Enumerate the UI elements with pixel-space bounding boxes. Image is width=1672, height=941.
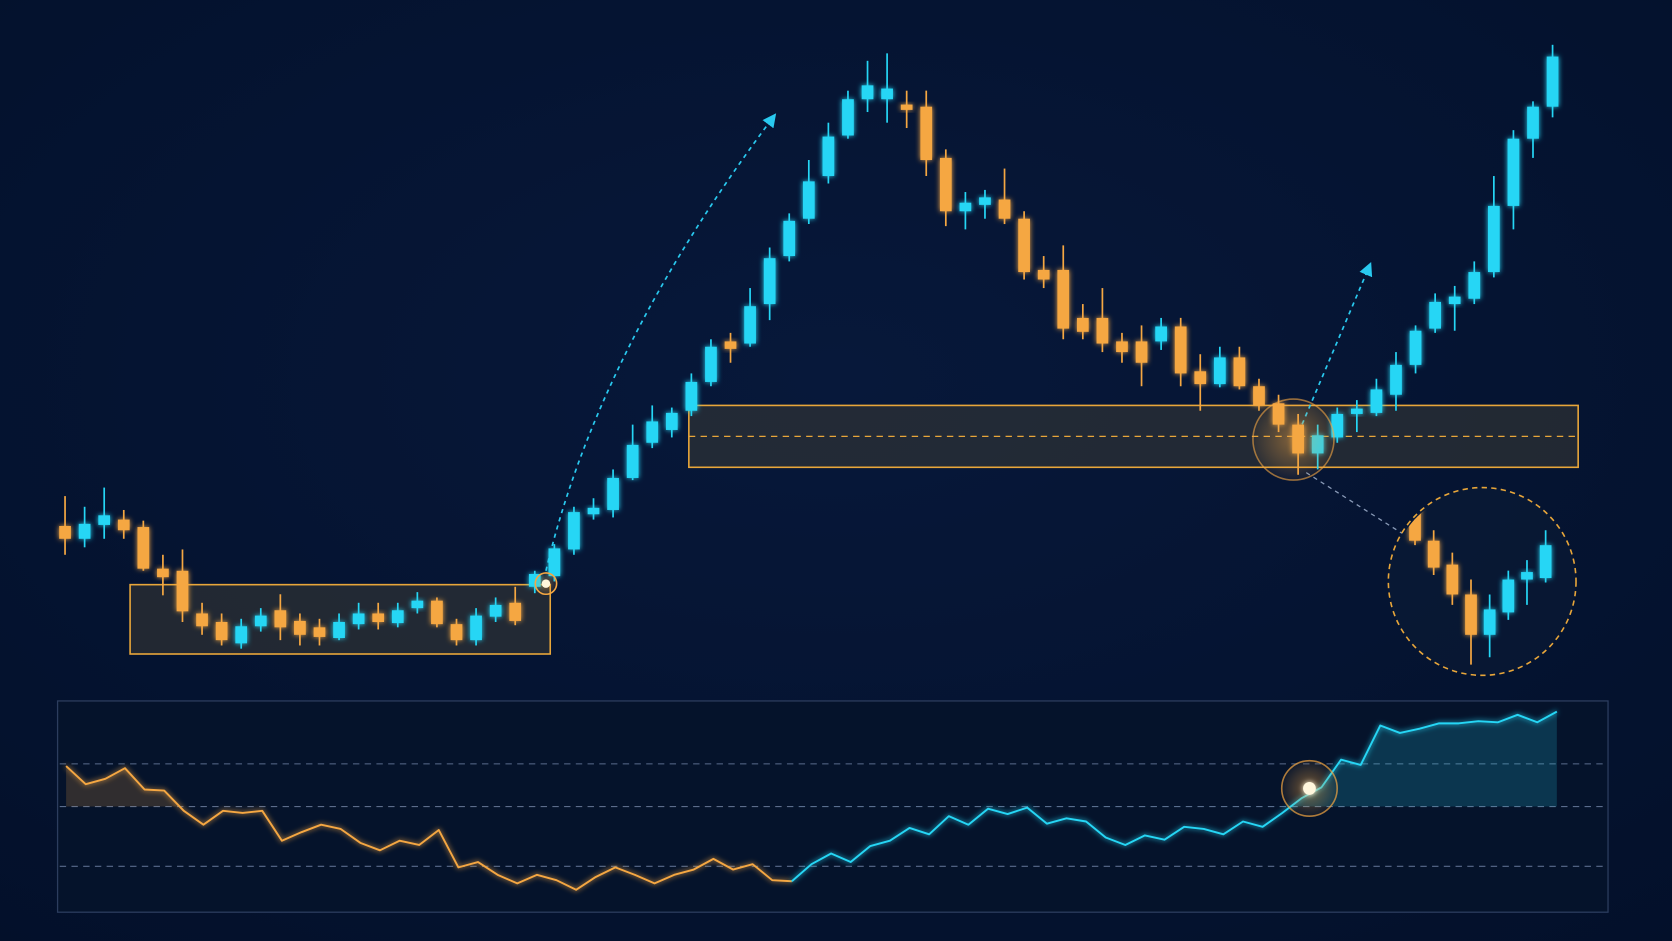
- candle-body: [1468, 272, 1481, 299]
- candle-body: [1370, 389, 1383, 413]
- indicator-area: [791, 711, 1557, 807]
- candle-body: [470, 615, 482, 641]
- zoom-connector: [1305, 472, 1403, 534]
- candle-body: [626, 444, 639, 478]
- zoom-circle: [1387, 486, 1577, 677]
- indicator-line: [791, 710, 1558, 882]
- candle-body: [528, 573, 541, 587]
- candle-body: [1213, 357, 1226, 385]
- candle-body: [1507, 138, 1520, 206]
- candle-body: [959, 202, 972, 212]
- candle-body: [489, 604, 502, 617]
- candle-body: [59, 525, 71, 539]
- candle-body: [509, 602, 522, 621]
- candle-body: [98, 515, 111, 525]
- candle-body: [215, 621, 228, 641]
- indicator-area: [66, 766, 792, 807]
- candle-body: [372, 613, 385, 622]
- candle-body: [294, 620, 306, 635]
- candle-body: [352, 613, 365, 625]
- candle-body: [254, 615, 267, 627]
- candle-body: [1409, 330, 1422, 365]
- candle-body: [1135, 341, 1148, 363]
- candle-body: [861, 85, 874, 100]
- candle-body: [450, 624, 463, 641]
- candle-body: [176, 570, 189, 612]
- candle-body: [1487, 205, 1500, 273]
- candle-body: [783, 220, 796, 257]
- candle-body: [724, 341, 737, 349]
- candle-body: [842, 99, 854, 136]
- candle-body: [1253, 386, 1265, 406]
- candle-body: [1502, 579, 1515, 613]
- candle-body: [1057, 269, 1070, 329]
- annotations: [56, 113, 1609, 913]
- candle-body: [665, 412, 678, 430]
- candle-body: [157, 568, 169, 578]
- candle-body: [900, 104, 913, 110]
- candle-body: [998, 199, 1011, 219]
- candle-body: [587, 507, 600, 515]
- candle-body: [1174, 326, 1187, 374]
- candles: [59, 44, 1559, 649]
- candle-body: [1465, 594, 1477, 635]
- candle-body: [939, 157, 952, 212]
- candle-body: [137, 527, 150, 569]
- candle-body: [979, 197, 991, 205]
- candle-body: [1539, 545, 1552, 579]
- candle-body: [744, 306, 756, 344]
- candle-body: [235, 626, 248, 644]
- candle-body: [1446, 564, 1459, 595]
- candle-body: [117, 519, 130, 531]
- candle-body: [1155, 326, 1167, 342]
- candle-body: [1096, 317, 1109, 344]
- candle-body: [607, 477, 619, 510]
- candle-body: [78, 523, 91, 539]
- candle-body: [1483, 609, 1496, 635]
- candle-body: [1448, 296, 1461, 305]
- candle-body: [1350, 408, 1363, 414]
- candle-body: [1390, 364, 1402, 395]
- candle-body: [1427, 540, 1440, 568]
- candle-body: [548, 548, 561, 577]
- candle-body: [822, 136, 835, 177]
- range-zone: [129, 583, 552, 655]
- candle-body: [881, 88, 893, 100]
- breakout-dot: [541, 579, 551, 588]
- candle-body: [1429, 301, 1441, 329]
- candle-body: [1233, 357, 1246, 387]
- highlights: [534, 398, 1338, 817]
- candle-body: [411, 600, 424, 609]
- candle-body: [763, 258, 776, 305]
- candle-body: [1331, 413, 1344, 438]
- candle-body: [1546, 56, 1559, 107]
- candle-body: [333, 621, 345, 639]
- candle-body: [1194, 371, 1207, 385]
- candle-body: [1521, 572, 1533, 580]
- candle-body: [802, 181, 815, 219]
- candle-body: [1076, 317, 1089, 332]
- candle-body: [646, 421, 659, 443]
- candle-body: [391, 610, 404, 624]
- candle-body: [685, 381, 698, 411]
- signal-dot: [1303, 782, 1316, 795]
- move-arrow: [545, 113, 777, 571]
- candle-body: [920, 106, 933, 161]
- candle-body: [1409, 500, 1421, 541]
- candle-body: [1527, 106, 1539, 139]
- candle-body: [274, 610, 287, 628]
- indicator-panel: [56, 700, 1609, 913]
- highlight-circle: [1252, 398, 1335, 481]
- candle-body: [1018, 218, 1030, 273]
- candle-body: [705, 346, 717, 382]
- candle-body: [313, 627, 326, 637]
- candle-body: [568, 512, 580, 550]
- candle-body: [431, 600, 443, 625]
- candle-body: [1116, 341, 1128, 353]
- indicator-line: [65, 765, 792, 891]
- candle-body: [196, 613, 208, 627]
- candle-body: [1037, 269, 1050, 280]
